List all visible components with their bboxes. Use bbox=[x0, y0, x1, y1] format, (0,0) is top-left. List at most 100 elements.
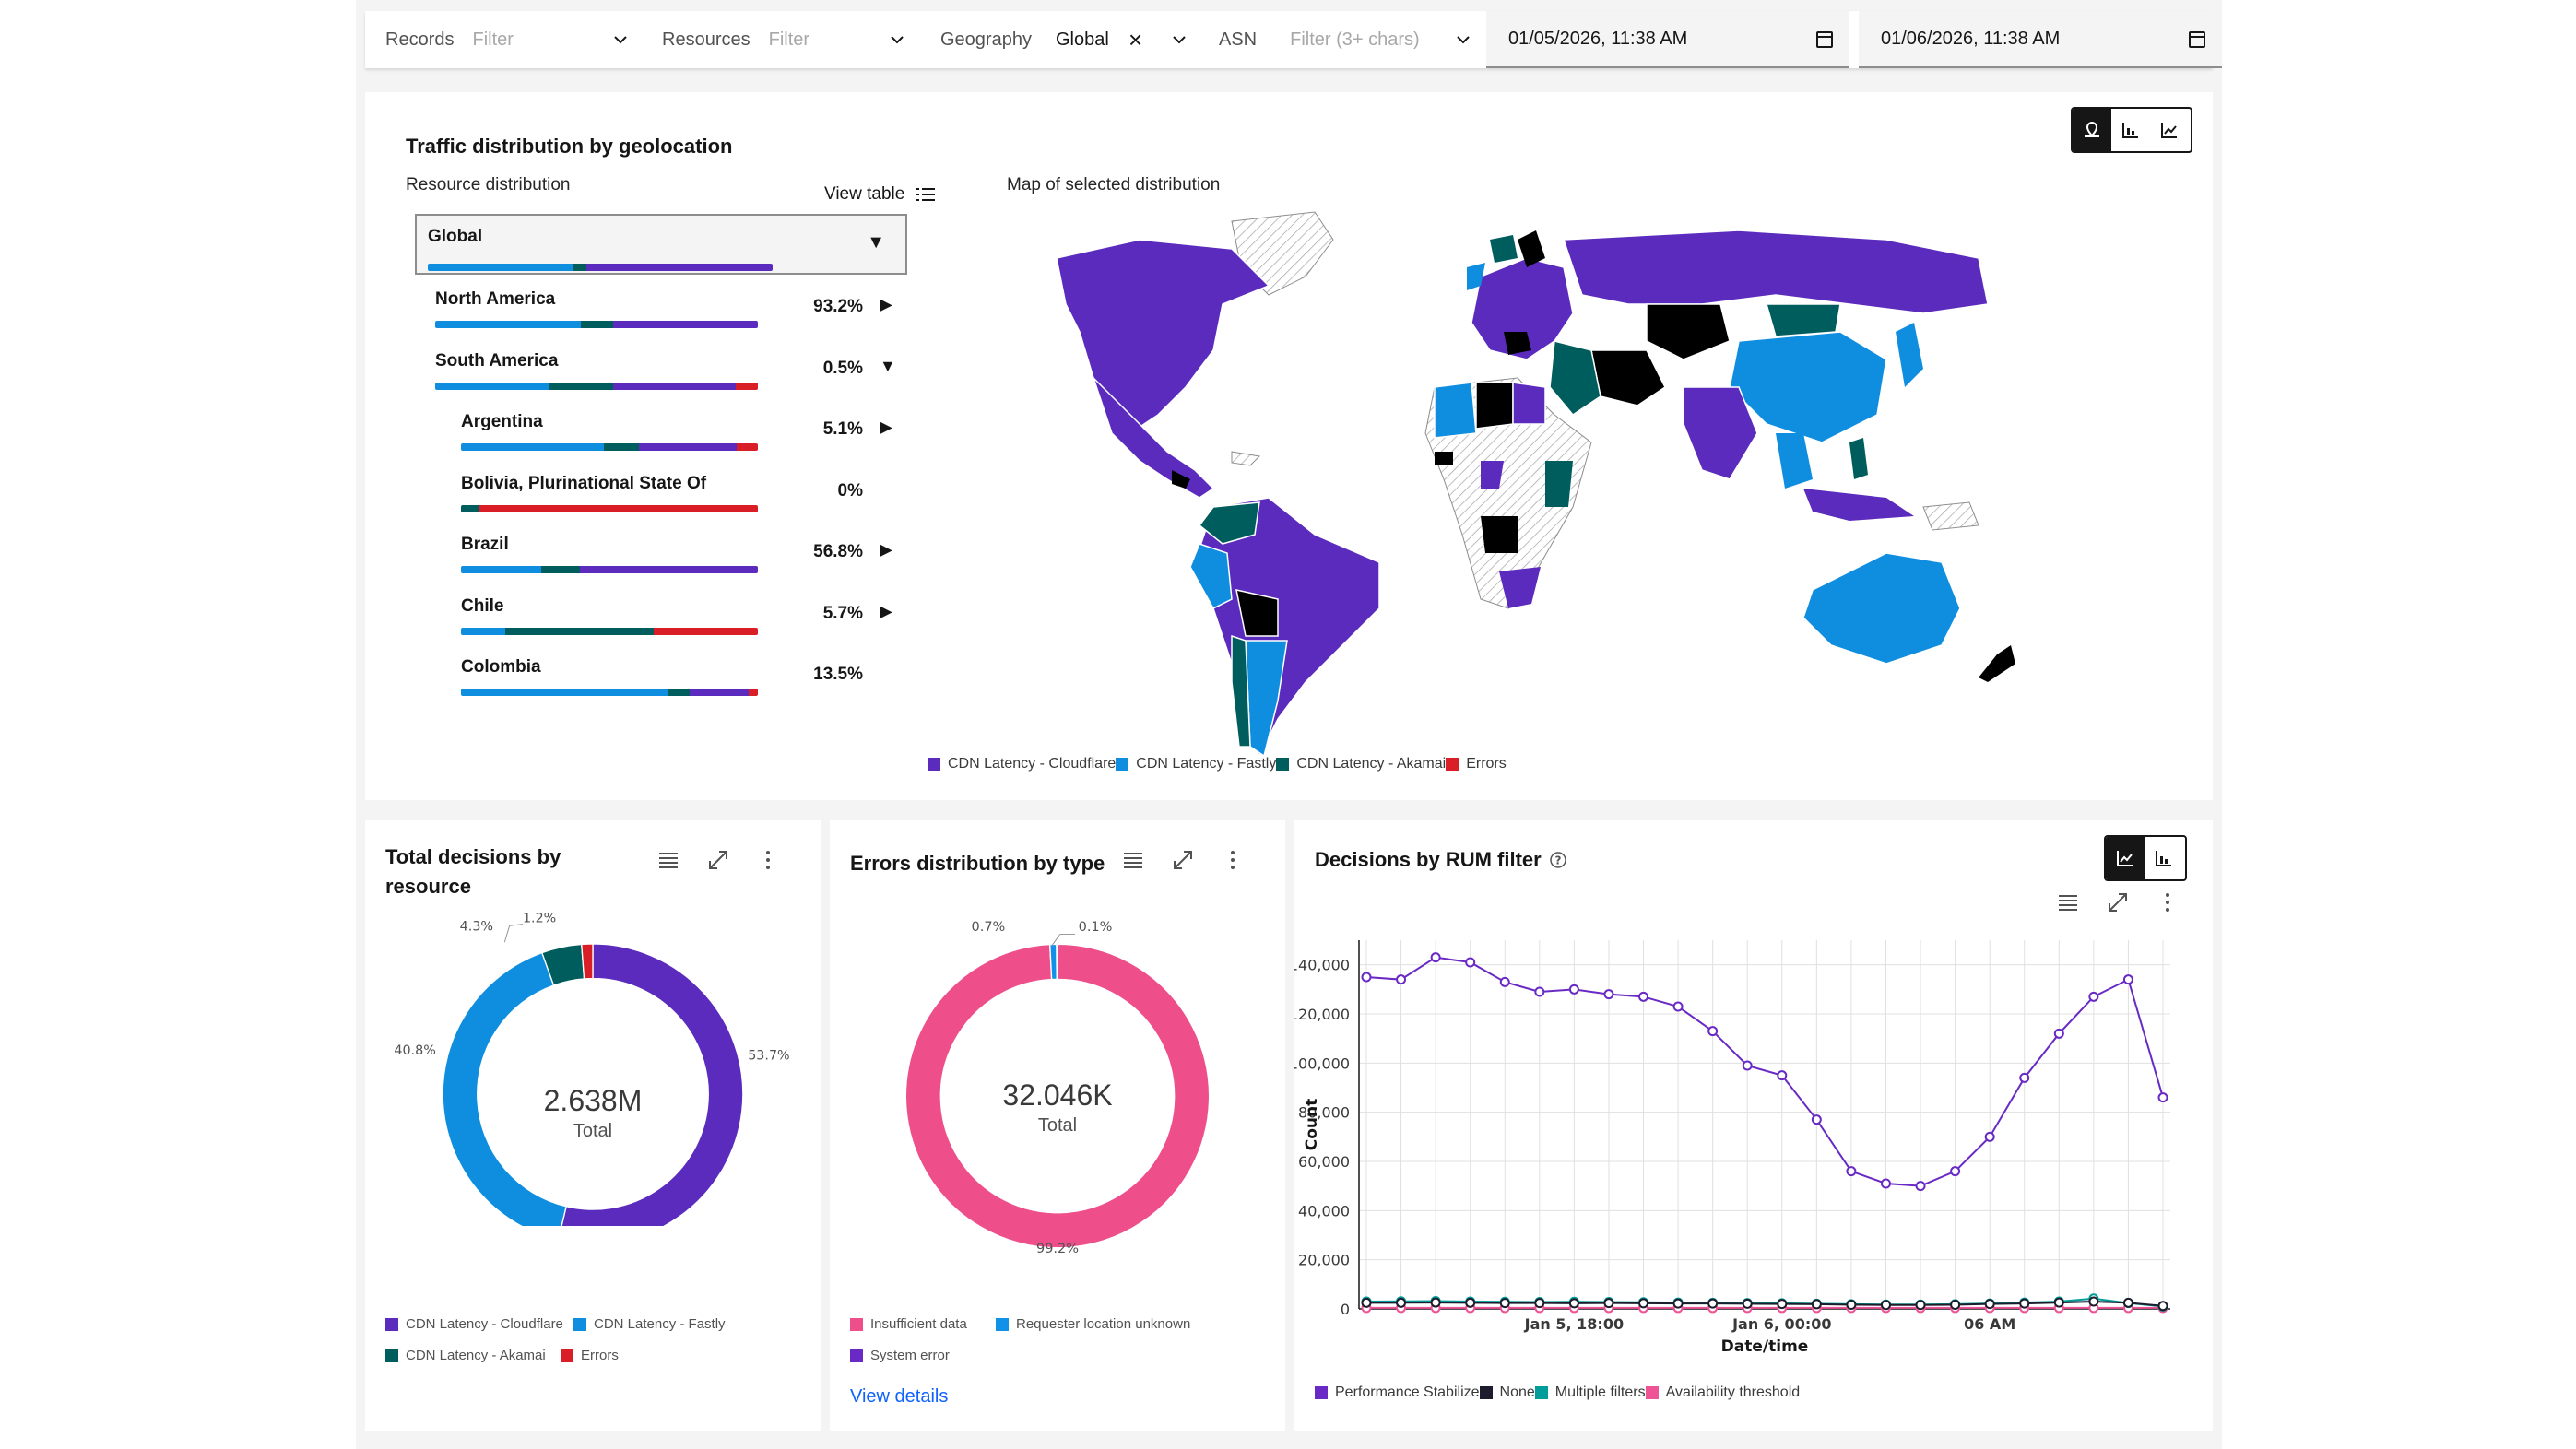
map-region-uk[interactable] bbox=[1467, 263, 1485, 290]
map-region-indonesia[interactable] bbox=[1803, 489, 1914, 521]
chevron-down-icon[interactable] bbox=[1169, 29, 1189, 50]
resource-row[interactable]: North America 93.2% ▶ bbox=[435, 289, 892, 345]
legend-item-system-error[interactable]: System error bbox=[850, 1348, 950, 1363]
map-region-egypt[interactable] bbox=[1512, 382, 1546, 425]
overflow-menu-icon[interactable] bbox=[1221, 848, 1245, 872]
legend-item-requester-unknown[interactable]: Requester location unknown bbox=[996, 1316, 1190, 1332]
data-point[interactable] bbox=[1777, 1070, 1788, 1081]
caret-right-icon[interactable]: ▶ bbox=[880, 601, 892, 620]
calendar-icon[interactable] bbox=[2189, 31, 2205, 48]
map-region-kazakhstan[interactable] bbox=[1646, 303, 1731, 360]
calendar-icon[interactable] bbox=[1816, 31, 1833, 48]
data-point[interactable] bbox=[1950, 1166, 1961, 1177]
errors-donut-slice[interactable] bbox=[1049, 943, 1058, 981]
data-point[interactable] bbox=[1915, 1300, 1926, 1311]
map-region-colombia[interactable] bbox=[1198, 501, 1260, 545]
map-region-sweden[interactable] bbox=[1490, 235, 1518, 263]
view-details-link[interactable]: View details bbox=[850, 1386, 949, 1407]
data-point[interactable] bbox=[1811, 1114, 1822, 1125]
caret-right-icon[interactable]: ▶ bbox=[880, 418, 892, 436]
global-selector[interactable]: Global ▼ bbox=[415, 214, 907, 275]
map-region-central-america[interactable] bbox=[1093, 377, 1215, 499]
resource-row[interactable]: Argentina 5.1% ▶ bbox=[461, 412, 892, 467]
line-view-button[interactable] bbox=[2150, 109, 2189, 151]
data-point[interactable] bbox=[1984, 1299, 1995, 1310]
caret-right-icon[interactable]: ▶ bbox=[880, 540, 892, 559]
legend-item-multiple-filters[interactable]: Multiple filters bbox=[1534, 1384, 1646, 1401]
legend-item-cloudflare[interactable]: CDN Latency - Cloudflare bbox=[385, 1316, 563, 1332]
map-region-philippines[interactable] bbox=[1849, 438, 1868, 479]
legend-item-none[interactable]: None bbox=[1479, 1384, 1535, 1401]
chevron-down-icon[interactable] bbox=[610, 29, 631, 50]
data-point[interactable] bbox=[1707, 1026, 1719, 1037]
data-point[interactable] bbox=[1915, 1181, 1926, 1192]
resource-row[interactable]: Brazil 56.8% ▶ bbox=[461, 535, 892, 590]
data-point[interactable] bbox=[1499, 976, 1510, 987]
legend-item-errors[interactable]: Errors bbox=[561, 1348, 619, 1363]
errors-donut-chart[interactable]: 99.2% 0.7% 0.1% bbox=[830, 913, 1285, 1263]
data-point[interactable] bbox=[1777, 1299, 1788, 1310]
map-region-middle-east[interactable] bbox=[1549, 340, 1601, 416]
bar-view-button[interactable] bbox=[2111, 109, 2150, 151]
caret-down-icon[interactable]: ▼ bbox=[880, 356, 896, 375]
resource-row[interactable]: South America 0.5% ▼ bbox=[435, 351, 896, 406]
expand-icon[interactable] bbox=[1171, 848, 1195, 872]
decisions-donut-chart[interactable]: 53.7% 40.8% 4.3% 1.2% bbox=[365, 913, 821, 1226]
decisions-donut-slice[interactable] bbox=[442, 951, 567, 1226]
chevron-down-icon[interactable] bbox=[887, 29, 907, 50]
data-point[interactable] bbox=[1603, 1298, 1614, 1309]
table-icon[interactable] bbox=[2056, 890, 2080, 914]
resources-filter[interactable]: Resources Filter bbox=[662, 11, 929, 68]
overflow-menu-icon[interactable] bbox=[756, 848, 780, 872]
map-region-bolivia[interactable] bbox=[1235, 589, 1279, 637]
data-point[interactable] bbox=[1465, 957, 1476, 968]
series-line[interactable] bbox=[1366, 1300, 2164, 1307]
overflow-menu-icon[interactable] bbox=[2156, 890, 2180, 914]
map-region-iran[interactable] bbox=[1590, 349, 1666, 406]
data-point[interactable] bbox=[1603, 989, 1614, 1000]
decisions-donut-slice[interactable] bbox=[581, 943, 594, 980]
data-point[interactable] bbox=[1638, 1298, 1649, 1309]
data-point[interactable] bbox=[1707, 1298, 1719, 1309]
world-map[interactable] bbox=[1001, 203, 2071, 783]
errors-donut-slice[interactable] bbox=[904, 943, 1211, 1249]
data-point[interactable] bbox=[1672, 1001, 1684, 1012]
date-from-input[interactable]: 01/05/2026, 11:38 AM bbox=[1486, 11, 1849, 68]
legend-item-performance-stabilize[interactable]: Performance Stabilize bbox=[1315, 1384, 1480, 1401]
resource-row[interactable]: Colombia 13.5% bbox=[461, 657, 887, 713]
map-region-caribbean[interactable] bbox=[1231, 451, 1261, 466]
data-point[interactable] bbox=[1742, 1298, 1753, 1309]
expand-icon[interactable] bbox=[2106, 890, 2130, 914]
resource-row[interactable]: Bolivia, Plurinational State Of 0% bbox=[461, 474, 887, 529]
data-point[interactable] bbox=[2019, 1298, 2030, 1309]
map-region-peru[interactable] bbox=[1189, 543, 1233, 609]
map-region-libya[interactable] bbox=[1475, 382, 1514, 430]
data-point[interactable] bbox=[1396, 974, 1407, 985]
map-region-russia[interactable] bbox=[1562, 230, 1989, 314]
map-region-west-africa[interactable] bbox=[1435, 452, 1453, 465]
map-region-south-africa[interactable] bbox=[1499, 567, 1541, 608]
data-point[interactable] bbox=[2053, 1028, 2064, 1039]
data-point[interactable] bbox=[1465, 1297, 1476, 1308]
legend-item-akamai[interactable]: CDN Latency - Akamai bbox=[1276, 756, 1446, 772]
legend-item-akamai[interactable]: CDN Latency - Akamai bbox=[385, 1348, 546, 1363]
data-point[interactable] bbox=[1430, 1297, 1441, 1308]
data-point[interactable] bbox=[1361, 972, 1372, 983]
table-icon[interactable] bbox=[656, 848, 680, 872]
map-region-new-zealand[interactable] bbox=[1979, 645, 2015, 682]
geography-filter[interactable]: Geography Global bbox=[940, 11, 1217, 68]
records-filter[interactable]: Records Filter bbox=[385, 11, 653, 68]
map-region-thailand[interactable] bbox=[1776, 433, 1813, 489]
legend-item-fastly[interactable]: CDN Latency - Fastly bbox=[1116, 756, 1276, 772]
data-point[interactable] bbox=[2157, 1092, 2168, 1103]
map-region-norway[interactable] bbox=[1518, 230, 1545, 267]
data-point[interactable] bbox=[1430, 952, 1441, 963]
map-region-japan[interactable] bbox=[1896, 323, 1923, 387]
line-view-button[interactable] bbox=[2106, 837, 2145, 879]
clear-icon[interactable]: × bbox=[1128, 26, 1143, 53]
bar-view-button[interactable] bbox=[2145, 837, 2183, 879]
data-point[interactable] bbox=[1742, 1060, 1753, 1071]
data-point[interactable] bbox=[1568, 984, 1579, 995]
legend-item-insufficient-data[interactable]: Insufficient data bbox=[850, 1316, 967, 1332]
data-point[interactable] bbox=[1984, 1131, 1995, 1142]
